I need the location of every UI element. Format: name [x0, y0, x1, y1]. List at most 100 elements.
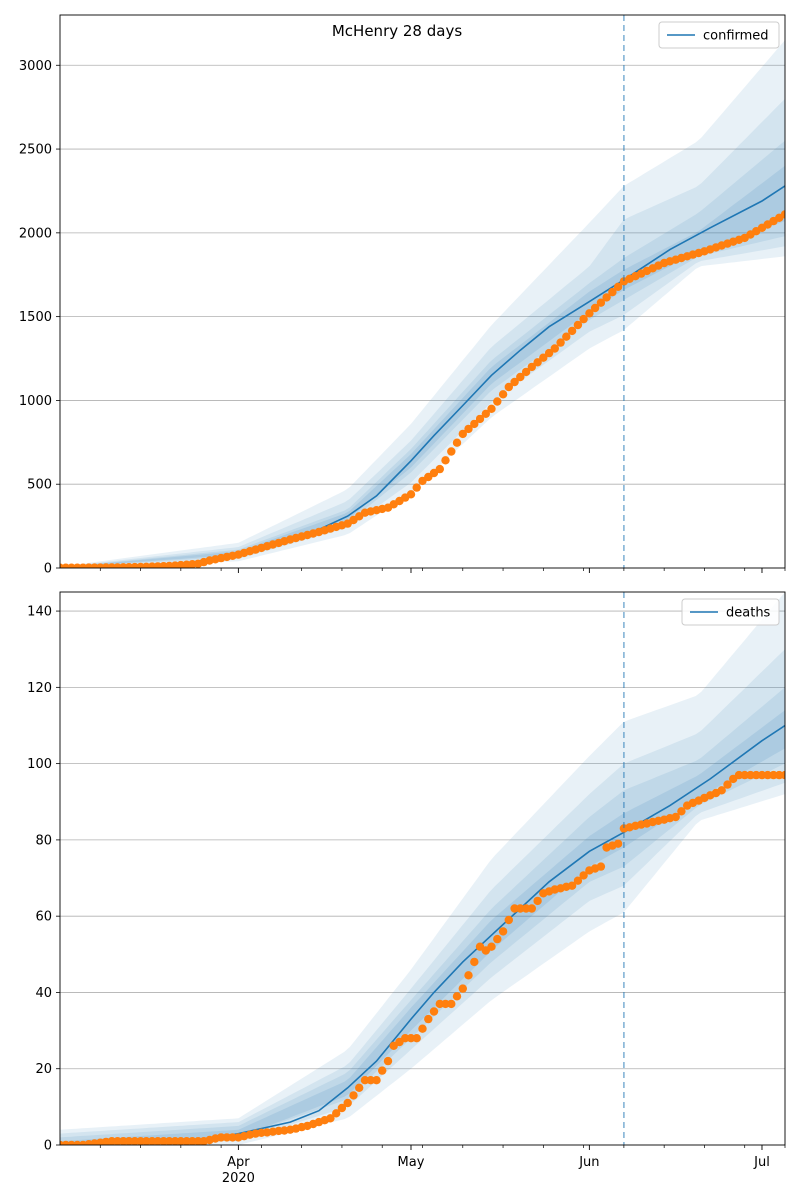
observed-point — [470, 419, 479, 429]
observed-point — [608, 287, 617, 297]
observed-point — [470, 957, 479, 967]
observed-point — [579, 314, 588, 324]
observed-point — [401, 1034, 410, 1043]
observed-point — [510, 377, 519, 387]
legend-box — [681, 598, 780, 626]
x-tick-label: Jun — [578, 1155, 599, 1170]
confirmed-panel: 0 500 1000 1500 2000 2500 3000 confirmed — [19, 14, 786, 577]
observed-point — [487, 404, 496, 413]
y-tick-label: 500 — [27, 478, 52, 493]
uncertainty-band-outer — [60, 40, 785, 568]
observed-point — [452, 438, 462, 447]
y-tick-label: 2500 — [19, 143, 52, 158]
observed-point — [516, 904, 525, 913]
observed-point — [498, 390, 508, 399]
observed-point — [378, 1066, 387, 1075]
observed-point — [527, 362, 536, 372]
y-tick-label: 0 — [44, 1139, 52, 1154]
observed-point — [228, 1133, 237, 1142]
observed-point — [544, 348, 554, 358]
y-tick-label: 120 — [27, 681, 52, 696]
observed-point — [343, 1098, 352, 1108]
observed-point — [447, 447, 456, 456]
observed-point — [567, 326, 577, 336]
y-tick-label: 0 — [44, 562, 52, 577]
observed-point — [573, 876, 583, 885]
observed-point — [355, 1083, 364, 1093]
legend-label: confirmed — [703, 29, 769, 44]
observed-point — [216, 1133, 226, 1142]
observed-point — [521, 367, 531, 377]
observed-point — [458, 429, 467, 439]
observed-point — [613, 839, 623, 848]
observed-point — [412, 1034, 421, 1043]
y-tick-label: 1500 — [19, 310, 52, 325]
axes-frame — [59, 591, 786, 1146]
x-tick-label: Jul — [753, 1155, 770, 1170]
observed-point — [412, 483, 421, 492]
observed-point — [533, 896, 542, 906]
y-tick-label: 2000 — [19, 226, 52, 241]
observed-point — [562, 332, 571, 341]
observed-point — [418, 1024, 427, 1033]
observed-point — [596, 298, 606, 307]
observed-point — [504, 915, 513, 925]
observed-point — [504, 382, 513, 392]
uncertainty-band-outer — [60, 592, 785, 1145]
observed-point — [527, 904, 536, 913]
observed-point — [481, 409, 490, 418]
observed-point — [775, 770, 784, 780]
observed-point — [406, 490, 416, 499]
y-tick-label: 60 — [35, 910, 52, 925]
observed-point — [441, 999, 450, 1009]
legend-box — [658, 21, 780, 49]
observed-point — [475, 414, 485, 424]
observed-point — [740, 770, 749, 780]
y-tick-label: 40 — [35, 986, 52, 1001]
observed-point — [590, 303, 600, 313]
observed-point — [602, 293, 611, 302]
observed-point — [452, 992, 462, 1001]
observed-point — [677, 807, 686, 816]
observed-point — [447, 999, 456, 1009]
observed-point — [596, 862, 606, 871]
observed-point — [613, 282, 623, 291]
observed-point — [780, 210, 785, 219]
observed-point — [332, 1109, 341, 1118]
legend: deaths — [681, 598, 780, 626]
observed-point — [717, 786, 726, 795]
y-tick-label: 140 — [27, 605, 52, 620]
observed-point — [723, 780, 732, 789]
observed-point — [441, 456, 450, 465]
observed-point — [435, 464, 444, 474]
legend-label: deaths — [726, 606, 771, 621]
figure-title: McHenry 28 days — [332, 22, 462, 40]
observed-point — [567, 881, 577, 890]
observed-point — [752, 770, 761, 780]
observed-point — [550, 344, 559, 353]
y-tick-label: 80 — [35, 833, 52, 848]
y-tick-label: 1000 — [19, 394, 52, 409]
observed-point — [458, 984, 467, 993]
x-tick-label: Apr — [227, 1155, 250, 1170]
y-tick-label: 3000 — [19, 59, 52, 74]
observed-point — [556, 338, 565, 347]
observed-point — [372, 1076, 381, 1085]
observed-point — [349, 1091, 358, 1100]
observed-point — [464, 424, 473, 434]
observed-point — [539, 353, 548, 362]
x-tick-label: May — [398, 1155, 425, 1170]
y-tick-label: 100 — [27, 757, 52, 772]
y-tick-label: 20 — [35, 1062, 52, 1077]
observed-point — [516, 372, 525, 382]
observed-point — [763, 770, 772, 780]
observed-point — [780, 770, 785, 780]
observed-point — [533, 358, 542, 367]
observed-point — [585, 309, 594, 318]
observed-point — [366, 1076, 375, 1085]
observed-point — [383, 1056, 393, 1066]
observed-point — [493, 397, 502, 406]
observed-point — [579, 871, 588, 880]
observed-point — [429, 1007, 439, 1016]
